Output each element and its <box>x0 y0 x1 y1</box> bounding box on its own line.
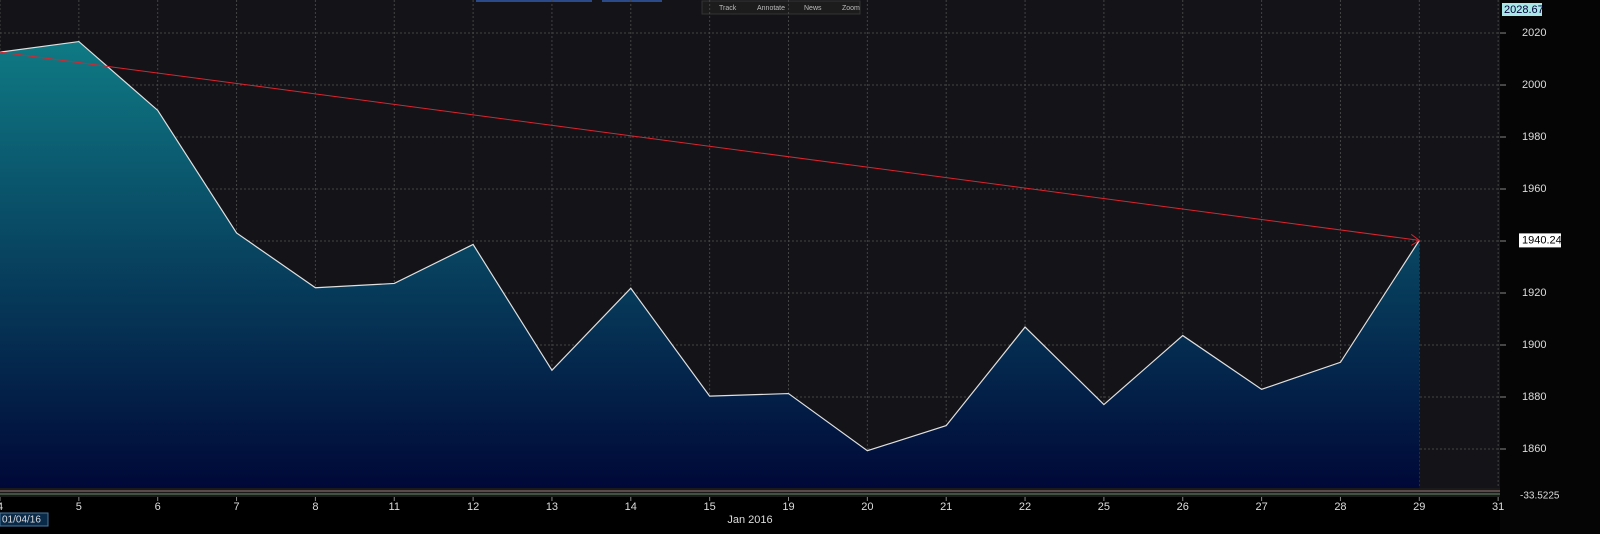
y-tick-label: 1900 <box>1522 339 1546 351</box>
x-tick-label: 13 <box>546 501 558 513</box>
toolbar: Track Annotate News Zoom <box>701 0 861 15</box>
trend-arrow <box>1411 233 1421 246</box>
x-tick-label: 14 <box>625 501 637 513</box>
y-tick-label: 1980 <box>1522 131 1546 143</box>
toolbar-button[interactable]: Track <box>719 5 737 12</box>
lower-label: -33.5225 <box>1520 491 1560 502</box>
x-tick-label: 28 <box>1334 501 1346 513</box>
toolbar-bg <box>701 0 861 15</box>
x-tick-label: 25 <box>1098 501 1110 513</box>
x-axis-label: Jan 2016 <box>727 514 772 526</box>
x-tick-label: 12 <box>467 501 479 513</box>
toolbar-button[interactable]: Zoom <box>842 5 860 12</box>
axis-bg <box>1500 0 1600 534</box>
start-label: 01/04/16 <box>2 515 41 526</box>
x-tick-label: 4 <box>0 501 3 513</box>
x-tick-label: 5 <box>76 501 82 513</box>
area <box>0 41 1420 488</box>
y-tick-label: 1920 <box>1522 287 1546 299</box>
y-tick-label: 2000 <box>1522 79 1546 91</box>
x-tick-label: 11 <box>389 501 400 513</box>
x-tick-label: 21 <box>940 501 952 513</box>
x-tick-label: 8 <box>312 501 318 513</box>
x-tick-label: 22 <box>1019 501 1031 513</box>
x-tick-label: 6 <box>155 501 161 513</box>
x-tick-label: 26 <box>1177 501 1189 513</box>
last-value-label: 1940.24 <box>1522 234 1562 246</box>
toolbar-button[interactable]: News <box>804 5 822 12</box>
lower-pane <box>0 488 1500 497</box>
toolbar-button[interactable]: Annotate <box>757 5 785 12</box>
tab <box>602 0 662 2</box>
y-tick-label: 1860 <box>1522 443 1546 455</box>
last-value-box <box>1519 233 1561 248</box>
x-tick-label: 27 <box>1255 501 1267 513</box>
y-tick-label: 1960 <box>1522 183 1546 195</box>
x-tick-label: 7 <box>233 501 239 513</box>
x-tick-label: 15 <box>704 501 716 513</box>
start-box <box>0 512 49 527</box>
line <box>0 40 1420 452</box>
x-tick-label: 31 <box>1492 501 1504 513</box>
trend-line <box>0 51 1420 241</box>
x-tick-label: 19 <box>782 501 794 513</box>
price-label: 2028.67 <box>1504 4 1544 16</box>
x-tick-label: 29 <box>1413 501 1425 513</box>
x-tick-label: 20 <box>861 501 873 513</box>
price-box <box>1502 3 1542 16</box>
tab <box>476 0 592 2</box>
y-tick-label: 1880 <box>1522 391 1546 403</box>
y-tick-label: 2020 <box>1522 27 1546 39</box>
